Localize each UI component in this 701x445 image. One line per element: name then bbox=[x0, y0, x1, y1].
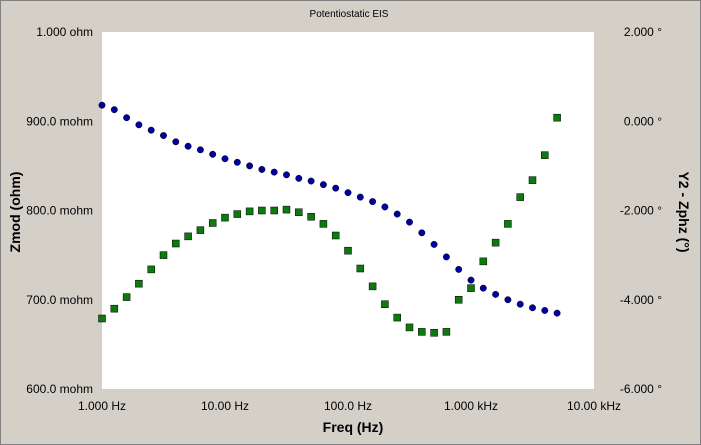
zphz-point bbox=[516, 193, 524, 201]
zmod-point bbox=[393, 210, 401, 218]
zphz-point bbox=[418, 328, 426, 336]
zmod-point bbox=[160, 132, 167, 139]
zphz-point bbox=[98, 314, 106, 323]
zphz-point bbox=[430, 329, 438, 337]
zmod-point bbox=[270, 168, 278, 176]
zphz-point bbox=[282, 205, 291, 214]
y-left-tick-label: 600.0 mohm bbox=[26, 382, 93, 396]
zphz-point bbox=[258, 206, 266, 215]
zmod-point bbox=[319, 181, 327, 189]
zphz-point bbox=[110, 304, 119, 313]
zmod-point bbox=[369, 198, 377, 206]
zmod-point bbox=[98, 101, 106, 109]
y-right-axis-title: Y2 - Zphz (°) bbox=[676, 171, 692, 252]
zmod-point bbox=[492, 290, 500, 298]
y-right-tick-label: -6.000 ° bbox=[620, 382, 662, 396]
zphz-point bbox=[528, 176, 537, 184]
zmod-point bbox=[221, 155, 229, 163]
y-right-tick-label: -4.000 ° bbox=[620, 293, 662, 307]
zmod-point bbox=[455, 265, 463, 273]
zphz-point bbox=[245, 207, 254, 216]
zmod-point bbox=[430, 240, 438, 248]
zphz-point bbox=[381, 300, 389, 308]
zphz-point bbox=[172, 239, 180, 248]
zphz-point bbox=[331, 231, 340, 240]
zphz-point bbox=[504, 220, 512, 228]
zmod-point bbox=[332, 184, 340, 192]
zmod-point bbox=[110, 106, 118, 114]
zmod-point bbox=[283, 171, 290, 179]
zmod-point bbox=[135, 121, 143, 129]
zmod-point bbox=[529, 304, 536, 312]
y-left-axis-title: Zmod (ohm) bbox=[7, 172, 23, 253]
zphz-point bbox=[442, 328, 451, 336]
zmod-point bbox=[295, 174, 303, 182]
y-right-tick-label: 2.000 ° bbox=[624, 25, 662, 39]
zphz-point bbox=[344, 246, 352, 255]
chart-title: Potentiostatic EIS bbox=[310, 9, 389, 20]
zphz-point bbox=[159, 251, 168, 259]
zphz-point bbox=[541, 151, 549, 159]
zphz-point bbox=[454, 296, 463, 304]
zphz-point bbox=[405, 323, 414, 332]
zphz-point bbox=[307, 212, 315, 221]
zphz-point bbox=[270, 206, 278, 215]
x-tick-label: 100.0 Hz bbox=[324, 399, 372, 413]
tick-labels: 1.000 Hz 10.00 Hz 100.0 Hz 1.000 kHz 10.00 k… bbox=[26, 25, 662, 413]
zphz-point bbox=[295, 208, 303, 217]
zmod-point bbox=[184, 142, 192, 150]
zmod-point bbox=[553, 309, 561, 317]
zphz-point bbox=[553, 113, 561, 122]
zphz-point bbox=[356, 264, 365, 273]
zphz-point bbox=[135, 279, 143, 288]
y-left-tick-label: 800.0 mohm bbox=[26, 204, 93, 218]
zphz-point bbox=[122, 293, 131, 301]
zmod-point bbox=[147, 126, 155, 134]
plot-area bbox=[102, 32, 594, 389]
y-right-tick-label: -2.000 ° bbox=[620, 204, 662, 218]
zphz-point bbox=[233, 210, 242, 218]
zphz-point bbox=[221, 213, 229, 222]
zmod-point bbox=[258, 165, 266, 173]
zmod-point bbox=[196, 146, 204, 154]
x-tick-label: 10.00 kHz bbox=[567, 399, 621, 413]
y-left-tick-label: 700.0 mohm bbox=[26, 293, 93, 307]
zphz-point bbox=[368, 282, 377, 291]
zmod-point bbox=[479, 284, 487, 292]
data-marks bbox=[98, 101, 561, 337]
zmod-point bbox=[307, 177, 315, 185]
zmod-point bbox=[356, 193, 364, 201]
zphz-point bbox=[184, 232, 192, 241]
x-tick-label: 10.00 Hz bbox=[201, 399, 249, 413]
y-left-tick-label: 1.000 ohm bbox=[36, 25, 93, 39]
zmod-point bbox=[516, 300, 524, 308]
zphz-point bbox=[208, 219, 217, 227]
zmod-point bbox=[123, 114, 131, 122]
zphz-point bbox=[467, 284, 475, 292]
zphz-point bbox=[319, 220, 328, 228]
zmod-point bbox=[504, 296, 512, 304]
zmod-point bbox=[233, 158, 241, 166]
zphz-point bbox=[479, 257, 488, 266]
zmod-point bbox=[209, 150, 217, 158]
zmod-point bbox=[467, 276, 475, 284]
zphz-point bbox=[393, 313, 401, 322]
zmod-point bbox=[418, 229, 426, 237]
x-axis-title: Freq (Hz) bbox=[323, 419, 384, 435]
zphz-point bbox=[491, 238, 500, 247]
x-tick-label: 1.000 kHz bbox=[444, 399, 498, 413]
x-tick-label: 1.000 Hz bbox=[78, 399, 126, 413]
zmod-point bbox=[442, 253, 450, 261]
zphz-point bbox=[196, 226, 205, 234]
zmod-point bbox=[541, 307, 549, 314]
y-right-tick-label: 0.000 ° bbox=[624, 114, 662, 128]
zmod-point bbox=[344, 189, 352, 197]
zmod-point bbox=[381, 203, 389, 211]
zmod-point bbox=[406, 218, 413, 226]
y-left-tick-label: 900.0 mohm bbox=[26, 114, 93, 128]
zmod-point bbox=[172, 138, 180, 146]
zmod-point bbox=[246, 162, 254, 170]
zphz-point bbox=[147, 265, 155, 274]
